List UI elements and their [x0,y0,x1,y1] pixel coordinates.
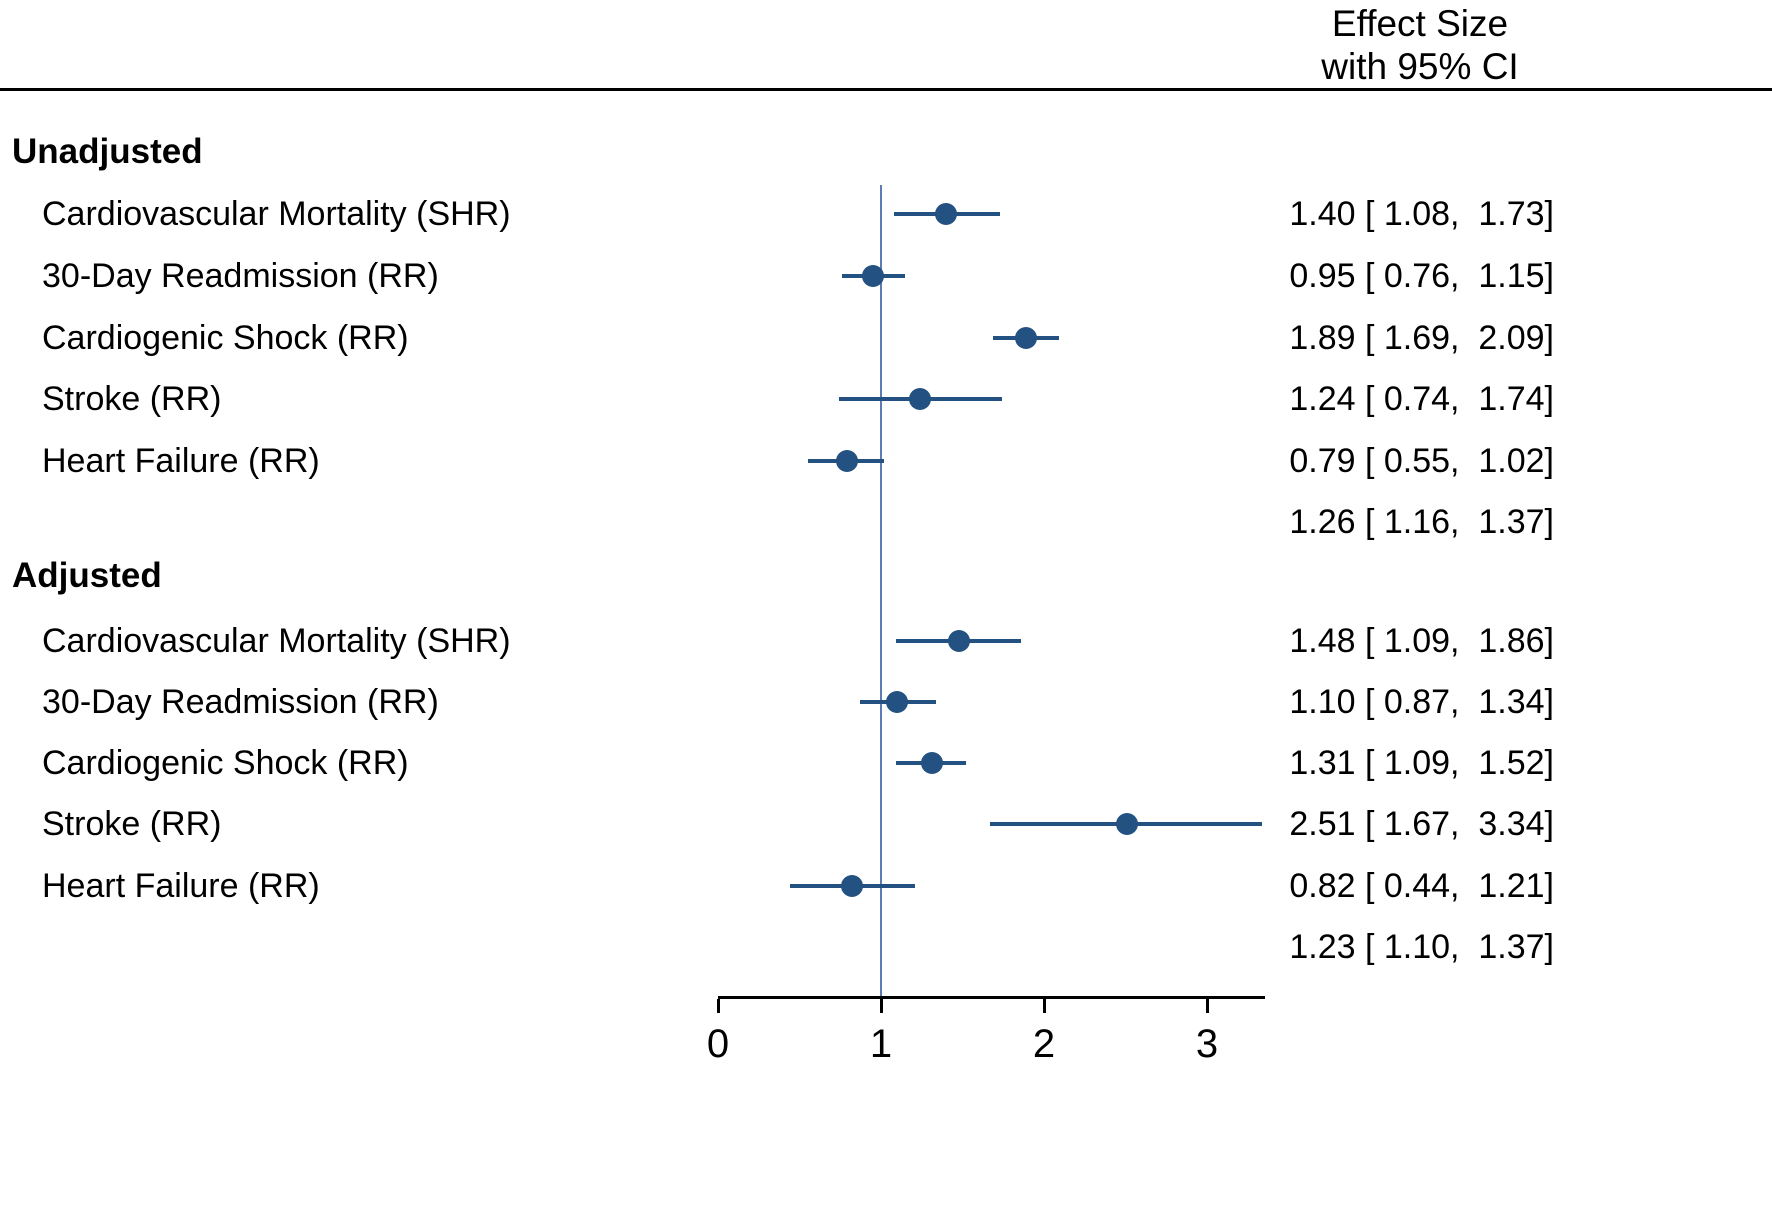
point-estimate-marker [886,691,909,713]
row-label: Stroke (RR) [42,805,222,843]
row-label: Cardiovascular Mortality (SHR) [42,195,511,233]
effect-size-ci-text: 1.24 [ 0.74, 1.74] [1289,380,1554,418]
point-estimate-marker [840,875,863,897]
point-estimate-marker [861,265,884,287]
x-axis-tick [1206,999,1209,1013]
point-estimate-marker [935,203,958,225]
point-estimate-marker [1015,327,1038,349]
row-label: Heart Failure (RR) [42,867,320,905]
x-axis-tick [1043,999,1046,1013]
reference-line [880,185,882,996]
effect-size-header-line1: Effect Size [1331,3,1509,44]
effect-size-ci-text: 0.79 [ 0.55, 1.02] [1289,442,1554,480]
effect-size-ci-text: 2.51 [ 1.67, 3.34] [1289,805,1554,843]
row-label: Cardiogenic Shock (RR) [42,319,409,357]
row-label: 30-Day Readmission (RR) [42,683,439,721]
x-axis-tick-label: 2 [1032,1022,1056,1066]
x-axis-tick-label: 0 [706,1022,730,1066]
effect-size-ci-text: 1.26 [ 1.16, 1.37] [1289,503,1554,541]
effect-size-ci-text: 1.23 [ 1.10, 1.37] [1289,928,1554,966]
point-estimate-marker [948,630,971,652]
group-header: Adjusted [12,556,162,595]
row-label: Stroke (RR) [42,380,222,418]
row-label: Cardiovascular Mortality (SHR) [42,622,511,660]
row-label: Heart Failure (RR) [42,442,320,480]
effect-size-ci-text: 1.31 [ 1.09, 1.52] [1289,744,1554,782]
group-header: Unadjusted [12,132,203,171]
point-estimate-marker [920,752,943,774]
effect-size-ci-text: 1.89 [ 1.69, 2.09] [1289,319,1554,357]
x-axis-line [718,996,1265,999]
effect-size-header-line2: with 95% CI [1321,46,1519,87]
effect-size-column-header: Effect Size with 95% CI [1270,2,1570,88]
x-axis-tick [717,999,720,1013]
point-estimate-marker [909,388,932,410]
effect-size-ci-text: 1.40 [ 1.08, 1.73] [1289,195,1554,233]
x-axis-tick [880,999,883,1013]
row-label: Cardiogenic Shock (RR) [42,744,409,782]
effect-size-ci-text: 1.10 [ 0.87, 1.34] [1289,683,1554,721]
x-axis-tick-label: 3 [1195,1022,1219,1066]
point-estimate-marker [1116,813,1139,835]
x-axis-tick-label: 1 [869,1022,893,1066]
point-estimate-marker [835,450,858,472]
effect-size-ci-text: 0.95 [ 0.76, 1.15] [1289,257,1554,295]
effect-size-ci-text: 0.82 [ 0.44, 1.21] [1289,867,1554,905]
effect-size-ci-text: 1.48 [ 1.09, 1.86] [1289,622,1554,660]
header-divider-line [0,88,1772,91]
row-label: 30-Day Readmission (RR) [42,257,439,295]
